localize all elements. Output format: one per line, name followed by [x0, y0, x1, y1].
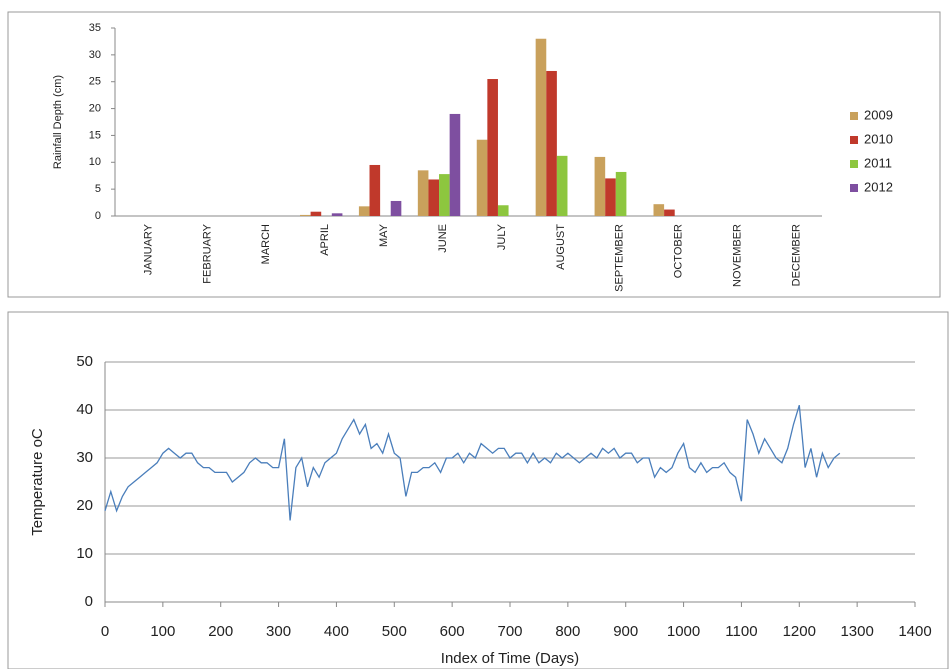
x-tick-label: FEBRUARY [201, 223, 213, 283]
y-tick-label: 0 [95, 210, 101, 222]
y-tick-label: 0 [85, 593, 93, 610]
x-tick-label: 500 [382, 623, 407, 640]
x-tick-label: DECEMBER [790, 224, 802, 286]
y-tick-label: 10 [89, 156, 101, 168]
bar [358, 206, 370, 216]
x-tick-label: JANUARY [142, 223, 154, 275]
bar [439, 174, 450, 216]
x-axis-label: Index of Time (Days) [441, 650, 579, 667]
x-tick-label: SEPTEMBER [614, 224, 626, 292]
line [104, 405, 841, 521]
x-tick-label: MARCH [260, 224, 272, 264]
bar [535, 38, 547, 216]
x-tick-label: 300 [266, 623, 291, 640]
legend-swatch [850, 160, 858, 168]
x-tick-label: APRIL [319, 224, 331, 256]
x-tick-label: 200 [208, 623, 233, 640]
y-tick-label: 50 [76, 353, 93, 370]
x-tick-label: OCTOBER [673, 224, 685, 278]
y-tick-label: 10 [76, 545, 93, 562]
y-tick-label: 20 [76, 497, 93, 514]
x-tick-label: 900 [613, 623, 638, 640]
legend-label: 2012 [864, 179, 893, 194]
legend-label: 2009 [864, 107, 893, 122]
bar [594, 156, 606, 216]
x-tick-label: 1100 [725, 623, 757, 640]
x-tick-label: NOVEMBER [732, 224, 744, 287]
y-tick-label: 30 [76, 449, 93, 466]
x-tick-label: 1200 [783, 623, 816, 640]
bar [299, 214, 311, 216]
x-tick-label: 700 [497, 623, 522, 640]
y-tick-label: 5 [95, 183, 101, 195]
x-tick-label: AUGUST [555, 224, 567, 270]
x-tick-label: JULY [496, 223, 508, 250]
bar [390, 200, 402, 216]
bar [605, 178, 616, 216]
bar [369, 164, 381, 216]
x-tick-label: 1000 [667, 623, 700, 640]
x-tick-label: 400 [324, 623, 349, 640]
legend-label: 2011 [864, 155, 892, 170]
x-tick-label: 100 [150, 623, 175, 640]
bar [449, 113, 461, 216]
legend-swatch [850, 112, 858, 120]
x-tick-label: 0 [101, 623, 109, 640]
chart-frame [7, 11, 941, 298]
bar [476, 139, 488, 216]
bar [653, 204, 665, 216]
y-axis-label: Rainfall Depth (cm) [52, 75, 64, 169]
x-tick-label: 600 [440, 623, 465, 640]
bar [664, 209, 675, 216]
x-tick-label: MAY [378, 223, 390, 247]
y-axis-label: Temperature oC [29, 428, 46, 536]
y-tick-label: 15 [89, 129, 101, 141]
bar [310, 211, 322, 216]
x-tick-label: 1300 [840, 623, 873, 640]
bar [428, 179, 440, 216]
legend-swatch [850, 184, 858, 192]
bar [556, 155, 568, 216]
legend-swatch [850, 136, 858, 144]
x-tick-label: 800 [555, 623, 580, 640]
bar [497, 205, 509, 216]
bar [417, 170, 429, 216]
y-tick-label: 30 [89, 49, 101, 61]
y-tick-label: 25 [89, 76, 101, 88]
bar [615, 171, 627, 216]
bar [546, 70, 557, 216]
bar [487, 79, 498, 217]
x-tick-label: 1400 [898, 623, 931, 640]
y-tick-label: 35 [89, 22, 101, 34]
bar [331, 213, 343, 216]
chart-frame [7, 311, 949, 669]
x-tick-label: JUNE [437, 224, 449, 253]
y-tick-label: 40 [76, 401, 93, 418]
legend-label: 2010 [864, 131, 893, 146]
y-tick-label: 20 [89, 102, 101, 114]
